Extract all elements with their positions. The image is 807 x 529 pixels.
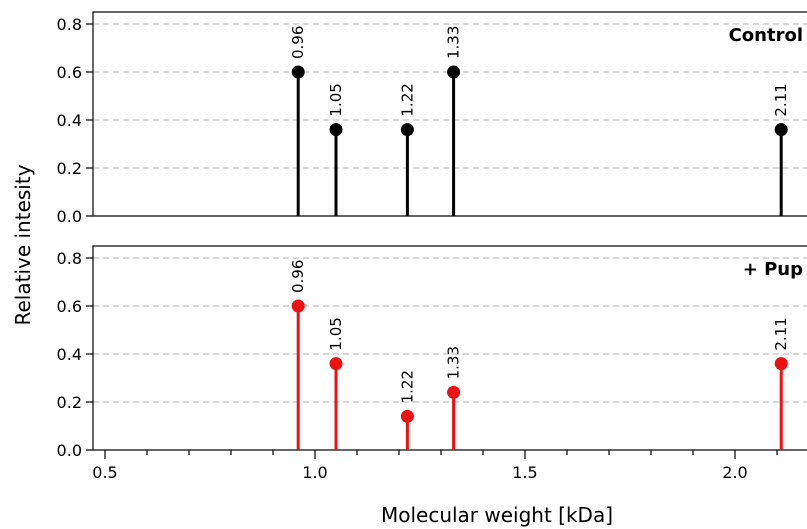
x-tick-label: 2.0 xyxy=(722,463,747,482)
data-label: 1.22 xyxy=(398,83,416,116)
data-label: 0.96 xyxy=(289,26,307,59)
x-tick-label: 0.5 xyxy=(92,463,117,482)
y-tick-label: 0.2 xyxy=(57,159,82,178)
y-tick-label: 0.4 xyxy=(57,345,82,364)
y-tick-label: 0.8 xyxy=(57,15,82,34)
y-tick-label: 0.0 xyxy=(57,441,82,460)
x-tick-label: 1.0 xyxy=(302,463,327,482)
data-label: 1.33 xyxy=(445,26,463,59)
y-tick-label: 0.6 xyxy=(57,63,82,82)
y-axis-label: Relative intesity xyxy=(11,164,35,325)
stem-point xyxy=(400,123,414,137)
y-tick-label: 0.8 xyxy=(57,249,82,268)
stem-point xyxy=(291,299,305,313)
y-tick-label: 0.4 xyxy=(57,111,82,130)
data-label: 2.11 xyxy=(772,317,790,350)
data-label: 1.33 xyxy=(445,346,463,379)
data-label: 1.05 xyxy=(327,83,345,116)
stem-point xyxy=(400,409,414,423)
y-tick-label: 0.2 xyxy=(57,393,82,412)
data-label: 1.05 xyxy=(327,317,345,350)
stem-point xyxy=(447,385,461,399)
data-label: 0.96 xyxy=(289,260,307,293)
panel-title: + Pup xyxy=(743,259,803,280)
data-label: 1.22 xyxy=(398,370,416,403)
stem-point xyxy=(774,123,788,137)
panel-title: Control xyxy=(729,25,803,46)
data-label: 2.11 xyxy=(772,83,790,116)
y-tick-label: 0.0 xyxy=(57,207,82,226)
stem-point xyxy=(329,357,343,371)
stem-point xyxy=(329,123,343,137)
stem-point xyxy=(291,65,305,79)
stem-point xyxy=(447,65,461,79)
y-tick-label: 0.6 xyxy=(57,297,82,316)
stem-point xyxy=(774,357,788,371)
x-tick-label: 1.5 xyxy=(512,463,537,482)
x-axis-label: Molecular weight [kDa] xyxy=(381,503,613,527)
